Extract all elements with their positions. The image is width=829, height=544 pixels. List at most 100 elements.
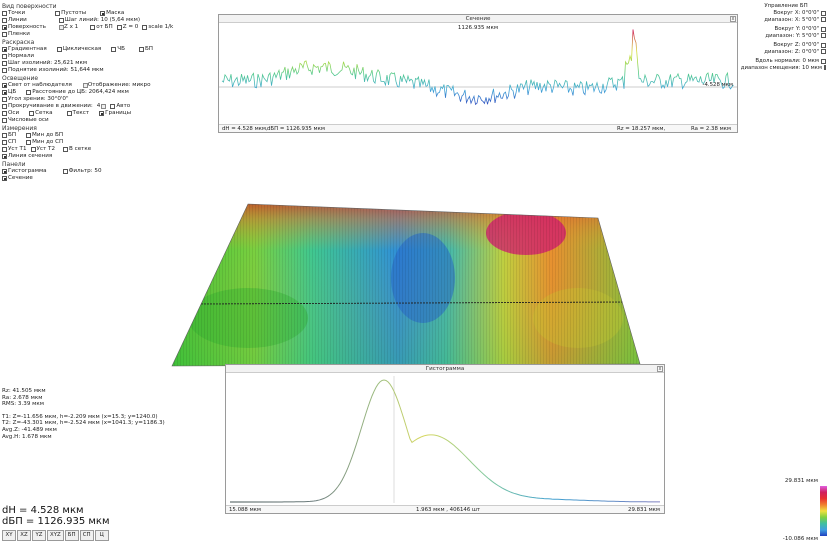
checkbox-box[interactable] xyxy=(142,25,148,30)
range-y-spinner[interactable] xyxy=(821,33,826,39)
m-in-grid-checkbox[interactable]: В сетке xyxy=(63,146,91,153)
zx1-spinner[interactable]: Z x 1 xyxy=(58,24,78,31)
iso-step-spinner[interactable]: Шаг изолиний: 25,621 мкм xyxy=(2,60,87,67)
checkbox-box[interactable] xyxy=(2,68,7,73)
iso-bottom-spinner[interactable]: Поднятие изолиний: 51,644 мкм xyxy=(2,67,104,74)
checkbox-box[interactable] xyxy=(2,83,7,88)
rotate-z-spinner[interactable] xyxy=(821,42,826,48)
auto-checkbox[interactable]: Авто xyxy=(110,103,130,110)
cyclic-radio[interactable]: Циклическая xyxy=(56,46,101,53)
histogram-window[interactable]: Гистограмма x 15.088 мкм 1.963 мкм , 406… xyxy=(225,364,665,514)
checkbox-box[interactable] xyxy=(2,11,7,16)
m-bp-checkbox[interactable]: БП xyxy=(2,132,16,139)
bw-checkbox[interactable]: ЧБ xyxy=(111,46,125,53)
checkbox-box[interactable] xyxy=(2,118,7,123)
checkbox-box[interactable] xyxy=(58,18,64,23)
checkbox-box[interactable] xyxy=(90,25,96,30)
view-sp-button[interactable]: СП xyxy=(79,530,94,541)
close-icon[interactable]: x xyxy=(657,366,663,372)
range-z-spinner[interactable] xyxy=(821,49,826,55)
spinner-icon[interactable] xyxy=(101,104,107,109)
m-min-sp-checkbox[interactable]: Мин до СП xyxy=(26,139,63,146)
mask-checkbox[interactable]: Маска xyxy=(100,10,124,17)
checkbox-box[interactable] xyxy=(2,147,7,152)
view-bp-button[interactable]: БП xyxy=(64,530,79,541)
view-xy-button[interactable]: XY xyxy=(2,530,16,541)
range-x-spinner[interactable] xyxy=(821,17,826,23)
spinner-icon[interactable] xyxy=(58,25,64,30)
m-sp-checkbox[interactable]: СП xyxy=(2,139,16,146)
shift-range-spinner[interactable] xyxy=(824,65,826,71)
view-yz-button[interactable]: YZ xyxy=(32,530,46,541)
rotate-x-spinner[interactable] xyxy=(821,10,826,16)
section-window[interactable]: Сечение x 1126.935 мкм -4.528 мкм dH = 4… xyxy=(218,14,738,133)
checkbox-box[interactable] xyxy=(26,133,32,138)
text-checkbox[interactable]: Текст xyxy=(66,110,89,117)
view-xyz-button[interactable]: XYZ xyxy=(47,530,64,541)
view-xz-button[interactable]: XZ xyxy=(17,530,31,541)
checkbox-box[interactable] xyxy=(100,11,106,16)
rotation-spinner[interactable]: 4 xyxy=(97,103,107,110)
checkbox-box[interactable] xyxy=(2,32,7,37)
checkbox-box[interactable] xyxy=(2,154,7,159)
radio-box[interactable] xyxy=(56,47,62,52)
grid-checkbox[interactable]: Сетка xyxy=(29,110,53,117)
gaps-checkbox[interactable]: Пленки xyxy=(2,31,30,38)
selector-icon[interactable] xyxy=(82,83,88,88)
radio-box[interactable] xyxy=(2,47,7,52)
close-icon[interactable]: x xyxy=(730,16,736,22)
checkbox-box[interactable] xyxy=(63,147,68,152)
axes-checkbox[interactable]: Оси xyxy=(2,110,19,117)
view-center-button[interactable]: Ц xyxy=(94,530,109,541)
checkbox-box[interactable] xyxy=(2,54,7,59)
checkbox-box[interactable] xyxy=(2,104,7,109)
checkbox-box[interactable] xyxy=(2,140,7,145)
checkbox-box[interactable] xyxy=(111,47,117,52)
m-t2-checkbox[interactable]: Уст Т2 xyxy=(30,146,55,153)
checkbox-box[interactable] xyxy=(30,147,36,152)
line-step-spinner[interactable]: Шаг линий: 10 (5,64 мкм) xyxy=(58,17,140,24)
checkbox-box[interactable] xyxy=(2,133,7,138)
along-normal-spinner[interactable] xyxy=(821,58,826,64)
checkbox-box[interactable] xyxy=(2,18,7,23)
gradient-radio[interactable]: Градиентная xyxy=(2,46,47,53)
checkbox-box[interactable] xyxy=(2,97,7,102)
checkbox-box[interactable] xyxy=(2,169,7,174)
light-observer-checkbox[interactable]: Свет от наблюдателя xyxy=(2,82,72,89)
reflection-selector[interactable]: Отображение: микро xyxy=(82,82,151,89)
checkbox-box[interactable] xyxy=(55,11,61,16)
checkbox-box[interactable] xyxy=(99,111,105,116)
numbered-axes-checkbox[interactable]: Числовые оси xyxy=(2,117,49,124)
checkbox-box[interactable] xyxy=(2,25,7,30)
m-section-line-checkbox[interactable]: Линия сечения xyxy=(2,153,52,160)
checkbox-box[interactable] xyxy=(26,90,32,95)
m-t1-checkbox[interactable]: Уст Т1 xyxy=(2,146,27,153)
from-bp-checkbox[interactable]: от БП xyxy=(90,24,113,31)
surface-3d-view[interactable] xyxy=(168,198,648,373)
view-angle-spinner[interactable]: Угол зрения: 30°0'0" xyxy=(2,96,69,103)
normals-checkbox[interactable]: Нормали xyxy=(2,53,34,60)
checkbox-box[interactable] xyxy=(110,104,116,109)
cs-checkbox[interactable]: ЦБ xyxy=(2,89,16,96)
bp-color-checkbox[interactable]: БП xyxy=(138,46,153,53)
borders-checkbox[interactable]: Границы xyxy=(99,110,131,117)
distance-spinner[interactable]: Расстояние до ЦБ: 2064,424 мкм xyxy=(26,89,129,96)
checkbox-box[interactable] xyxy=(2,90,7,95)
points-checkbox[interactable]: Точки xyxy=(2,10,25,17)
rotate-y-spinner[interactable] xyxy=(821,26,826,32)
scale-checkbox[interactable]: scale 1/k xyxy=(142,24,173,31)
rotation-checkbox[interactable]: Прокручивание в движении: xyxy=(2,103,93,110)
z0-checkbox[interactable]: Z = 0 xyxy=(116,24,138,31)
checkbox-box[interactable] xyxy=(26,140,32,145)
checkbox-box[interactable] xyxy=(138,47,144,52)
m-min-bp-checkbox[interactable]: Мин до БП xyxy=(26,132,63,139)
voids-checkbox[interactable]: Пустоты xyxy=(55,10,86,17)
checkbox-box[interactable] xyxy=(66,111,72,116)
checkbox-box[interactable] xyxy=(62,169,68,174)
checkbox-box[interactable] xyxy=(2,111,7,116)
checkbox-box[interactable] xyxy=(116,25,122,30)
checkbox-box[interactable] xyxy=(29,111,35,116)
checkbox-box[interactable] xyxy=(2,176,7,181)
histogram-checkbox[interactable]: Гистограмма xyxy=(2,168,47,175)
filter-spinner[interactable]: Фильтр: 50 xyxy=(62,168,102,175)
